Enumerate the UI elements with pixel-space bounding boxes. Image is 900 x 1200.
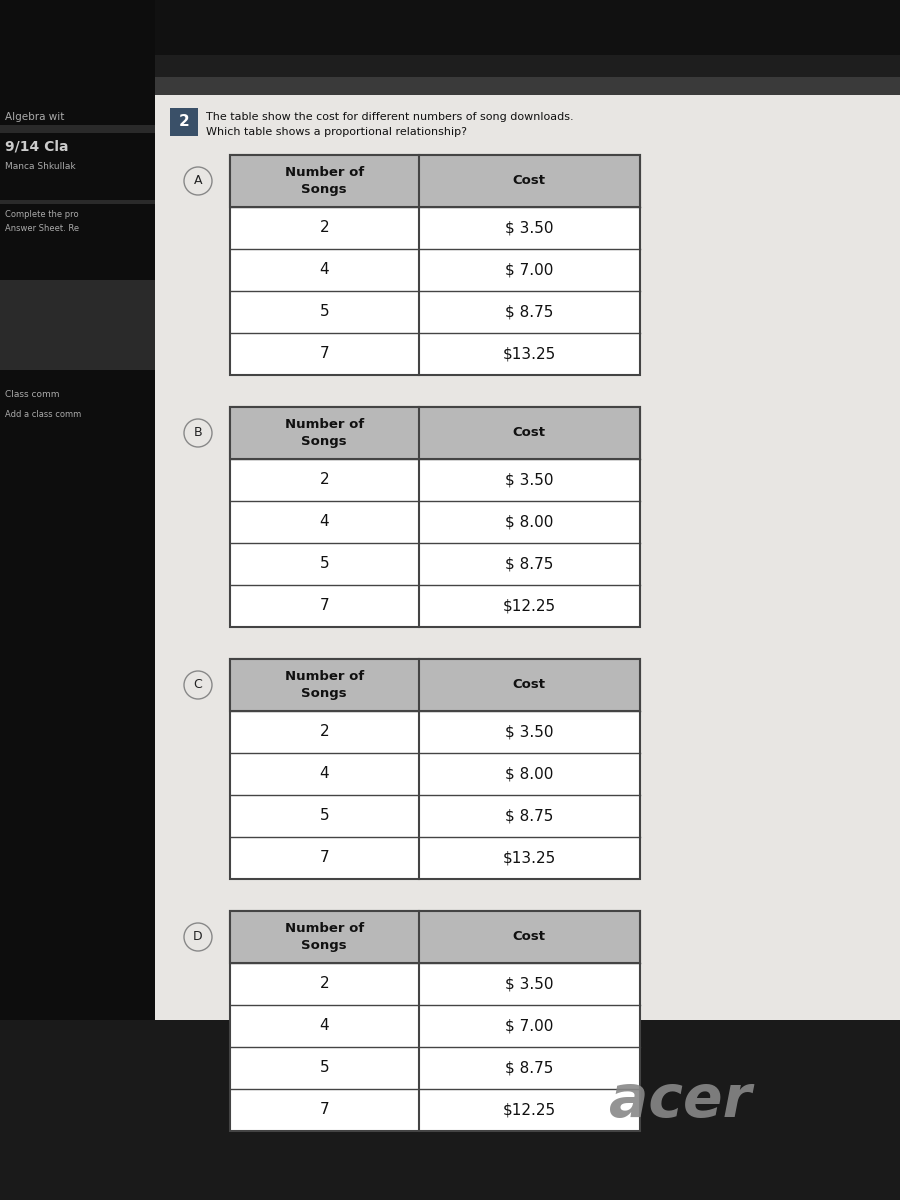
Text: $ 3.50: $ 3.50 [505, 725, 554, 739]
Text: 7: 7 [320, 599, 329, 613]
Text: 5: 5 [320, 809, 329, 823]
Text: Cost: Cost [513, 678, 545, 691]
Circle shape [184, 671, 212, 698]
FancyBboxPatch shape [230, 659, 640, 878]
FancyBboxPatch shape [230, 155, 640, 206]
Text: Algebra wit: Algebra wit [5, 112, 65, 122]
FancyBboxPatch shape [155, 95, 900, 1020]
Text: Number of
Songs: Number of Songs [284, 167, 364, 196]
Text: acer: acer [608, 1072, 752, 1128]
FancyBboxPatch shape [0, 280, 155, 370]
Text: 5: 5 [320, 305, 329, 319]
Text: 2: 2 [320, 221, 329, 235]
Text: Class comm: Class comm [5, 390, 59, 398]
FancyBboxPatch shape [230, 911, 640, 1130]
Text: A: A [194, 174, 202, 187]
Text: 2: 2 [178, 114, 189, 130]
Text: 7: 7 [320, 347, 329, 361]
Text: 4: 4 [320, 515, 329, 529]
Text: $ 8.75: $ 8.75 [505, 305, 554, 319]
Text: Number of
Songs: Number of Songs [284, 419, 364, 448]
Text: $ 7.00: $ 7.00 [505, 263, 554, 277]
Text: $ 8.00: $ 8.00 [505, 767, 554, 781]
Text: 5: 5 [320, 1061, 329, 1075]
Text: Answer Sheet. Re: Answer Sheet. Re [5, 224, 79, 233]
Text: 2: 2 [320, 725, 329, 739]
Text: $ 3.50: $ 3.50 [505, 221, 554, 235]
Text: $ 3.50: $ 3.50 [505, 473, 554, 487]
Text: $12.25: $12.25 [503, 599, 556, 613]
Text: $13.25: $13.25 [503, 347, 556, 361]
FancyBboxPatch shape [170, 108, 198, 136]
FancyBboxPatch shape [230, 911, 640, 962]
Text: Cost: Cost [513, 426, 545, 439]
FancyBboxPatch shape [230, 155, 640, 374]
Text: 4: 4 [320, 767, 329, 781]
Text: 7: 7 [320, 1103, 329, 1117]
FancyBboxPatch shape [0, 0, 155, 1200]
Text: $ 7.00: $ 7.00 [505, 1019, 554, 1033]
FancyBboxPatch shape [0, 0, 900, 55]
Text: B: B [194, 426, 202, 439]
Text: 2: 2 [320, 977, 329, 991]
Text: Cost: Cost [513, 930, 545, 943]
FancyBboxPatch shape [230, 659, 640, 710]
Text: $ 8.75: $ 8.75 [505, 1061, 554, 1075]
Text: Cost: Cost [513, 174, 545, 187]
Text: $ 8.75: $ 8.75 [505, 557, 554, 571]
Text: $13.25: $13.25 [503, 851, 556, 865]
Text: $ 3.50: $ 3.50 [505, 977, 554, 991]
Text: Number of
Songs: Number of Songs [284, 671, 364, 700]
FancyBboxPatch shape [230, 407, 640, 458]
FancyBboxPatch shape [155, 55, 900, 77]
FancyBboxPatch shape [0, 125, 155, 133]
Text: D: D [194, 930, 202, 943]
Text: $ 8.00: $ 8.00 [505, 515, 554, 529]
Text: $12.25: $12.25 [503, 1103, 556, 1117]
Text: 4: 4 [320, 1019, 329, 1033]
Text: 5: 5 [320, 557, 329, 571]
Text: Complete the pro: Complete the pro [5, 210, 78, 218]
Text: 7: 7 [320, 851, 329, 865]
Text: C: C [194, 678, 202, 691]
Text: $ 8.75: $ 8.75 [505, 809, 554, 823]
Text: Manca Shkullak: Manca Shkullak [5, 162, 76, 170]
FancyBboxPatch shape [0, 1020, 900, 1200]
FancyBboxPatch shape [0, 200, 155, 204]
Text: Add a class comm: Add a class comm [5, 410, 81, 419]
Text: 9/14 Cla: 9/14 Cla [5, 140, 68, 154]
Text: 2: 2 [320, 473, 329, 487]
Text: The table show the cost for different numbers of song downloads.
Which table sho: The table show the cost for different nu… [206, 112, 573, 137]
Text: Number of
Songs: Number of Songs [284, 923, 364, 952]
Circle shape [184, 419, 212, 446]
FancyBboxPatch shape [155, 77, 900, 95]
Text: 4: 4 [320, 263, 329, 277]
Circle shape [184, 923, 212, 950]
Circle shape [184, 167, 212, 194]
FancyBboxPatch shape [230, 407, 640, 626]
